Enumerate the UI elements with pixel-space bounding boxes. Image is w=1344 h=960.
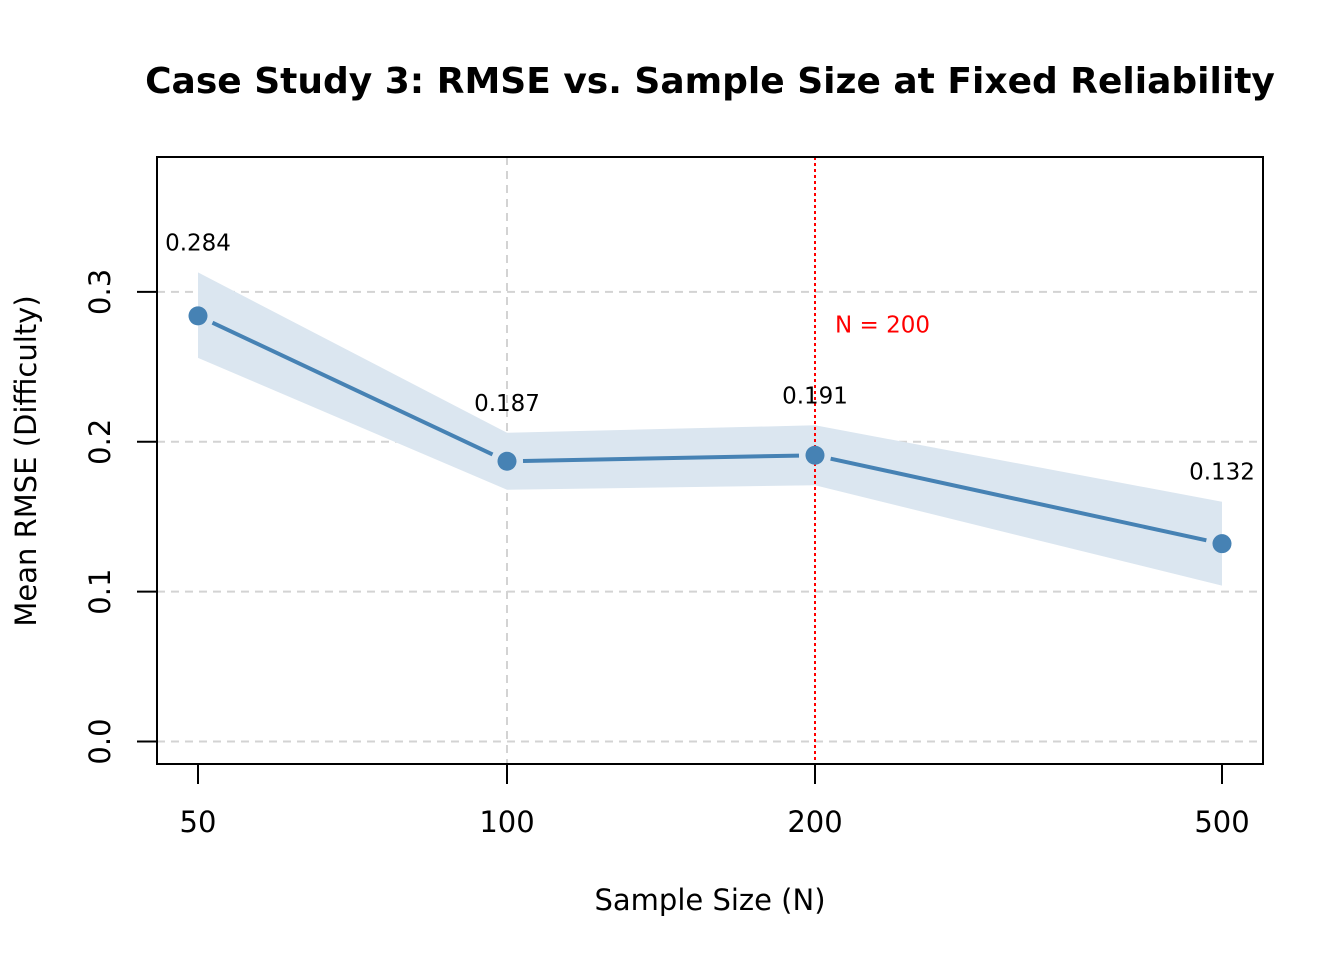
series-line-segment bbox=[211, 320, 494, 457]
y-axis-label: Mean RMSE (Difficulty) bbox=[9, 295, 43, 626]
x-tick-label: 100 bbox=[479, 805, 534, 839]
data-label: 0.187 bbox=[474, 391, 540, 417]
x-tick-label: 500 bbox=[1194, 805, 1249, 839]
x-tick-label: 200 bbox=[787, 805, 842, 839]
chart-title: Case Study 3: RMSE vs. Sample Size at Fi… bbox=[145, 61, 1275, 102]
data-point bbox=[1212, 534, 1232, 554]
data-point bbox=[805, 445, 825, 465]
series-line-segment bbox=[522, 453, 800, 463]
y-tick-label: 0.2 bbox=[83, 419, 117, 465]
series-line-segment bbox=[830, 456, 1207, 543]
confidence-band bbox=[198, 272, 1222, 586]
x-tick-label: 50 bbox=[180, 805, 217, 839]
data-point bbox=[497, 451, 517, 471]
plot-area: N = 200 0.284 0.187 0.191 0.132 50 100 200 500 0.… bbox=[83, 156, 1264, 839]
data-label: 0.191 bbox=[782, 383, 848, 409]
x-axis-label: Sample Size (N) bbox=[594, 883, 825, 917]
y-tick-label: 0.1 bbox=[83, 569, 117, 615]
data-point bbox=[188, 306, 208, 326]
y-tick-label: 0.0 bbox=[83, 718, 117, 764]
data-label: 0.132 bbox=[1189, 460, 1255, 486]
data-label: 0.284 bbox=[165, 230, 231, 256]
plot-frame bbox=[156, 156, 1264, 765]
y-tick-label: 0.3 bbox=[83, 269, 117, 315]
reference-line-label: N = 200 bbox=[835, 312, 930, 338]
